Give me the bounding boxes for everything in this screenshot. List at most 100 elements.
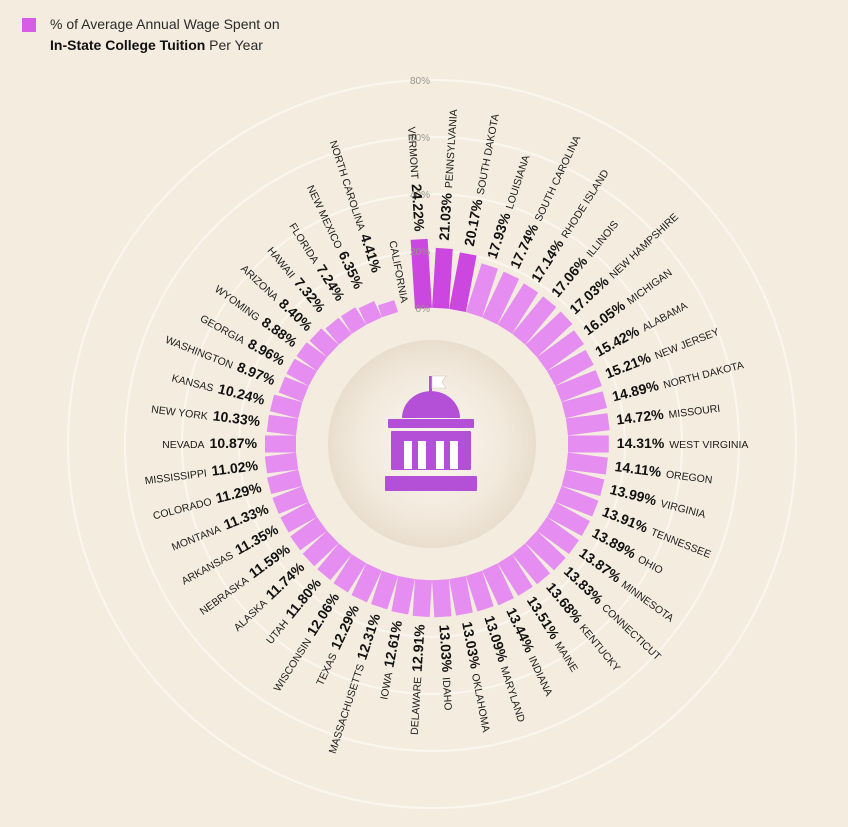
label-text-california: CALIFORNIA: [386, 240, 410, 304]
state-label: MASSACHUSETTS: [327, 663, 367, 755]
label-text-west-virginia: 14.31% WEST VIRGINIA: [617, 435, 749, 451]
bar-new-york: [266, 414, 299, 436]
capitol-building-icon: [385, 375, 477, 491]
icon-column-gap-1: [404, 441, 412, 469]
icon-dome: [402, 391, 460, 418]
bar-massachusetts: [371, 570, 399, 610]
state-label: MAINE: [552, 640, 580, 675]
state-label: MARYLAND: [498, 665, 528, 724]
label-pennsylvania: 21.03% PENNSYLVANIA: [436, 109, 460, 241]
state-label: OKLAHOMA: [469, 673, 492, 734]
tick-label-0: 0%: [416, 304, 431, 315]
value-label: 14.72%: [615, 406, 665, 428]
value-label: 20.17%: [461, 197, 486, 247]
legend: % of Average Annual Wage Spent on In-Sta…: [22, 14, 280, 56]
value-label: 14.11%: [614, 458, 663, 480]
state-label: MICHIGAN: [625, 267, 675, 308]
icon-base: [391, 431, 471, 470]
legend-text: % of Average Annual Wage Spent on In-Sta…: [50, 14, 280, 56]
label-nevada: NEVADA 10.87%: [162, 435, 257, 451]
label-text-pennsylvania: 21.03% PENNSYLVANIA: [436, 109, 460, 241]
label-text-delaware: DELAWARE 12.91%: [405, 623, 428, 735]
legend-swatch: [22, 18, 36, 32]
state-label: SOUTH DAKOTA: [475, 113, 502, 196]
bar-vermont: [410, 238, 432, 309]
state-label: MISSISSIPPI: [144, 468, 207, 488]
bar-wyoming: [296, 342, 327, 371]
state-label: DELAWARE: [409, 677, 425, 736]
bar-texas: [351, 563, 382, 603]
label-idaho: 13.03% IDAHO: [436, 624, 457, 711]
label-text-massachusetts: MASSACHUSETTS12.31%: [323, 611, 383, 755]
bar-washington: [278, 376, 309, 402]
state-label: WASHINGTON: [163, 334, 234, 372]
value-label: 10.24%: [217, 380, 268, 407]
bar-west-virginia: [568, 435, 609, 453]
label-text-missouri: 14.72% MISSOURI: [615, 399, 721, 428]
bar-idaho: [432, 579, 452, 618]
grid-ring-20: [237, 249, 627, 639]
bar-new-jersey: [555, 370, 602, 402]
label-oregon: 14.11% OREGON: [614, 458, 713, 486]
bar-colorado: [266, 469, 303, 495]
value-label: 12.61%: [381, 619, 406, 669]
label-text-idaho: 13.03% IDAHO: [436, 624, 457, 711]
label-text-vermont: VERMONT 24.22%: [405, 126, 428, 232]
state-label: NEVADA: [162, 439, 204, 451]
bar-connecticut: [525, 530, 566, 571]
grid-ring-80: [66, 78, 798, 810]
value-label: 12.91%: [409, 623, 428, 672]
legend-line-1: % of Average Annual Wage Spent on: [50, 16, 280, 32]
grid-ring-60: [123, 135, 741, 753]
legend-line-2: In-State College Tuition Per Year: [50, 35, 280, 56]
icon-step: [385, 476, 477, 491]
bar-delaware: [412, 579, 432, 617]
label-massachusetts: MASSACHUSETTS12.31%: [323, 611, 384, 755]
state-label: FLORIDA: [286, 221, 321, 266]
bar-nebraska: [290, 517, 327, 551]
state-label: TEXAS: [314, 651, 340, 687]
bar-north-dakota: [561, 391, 607, 419]
state-label: WEST VIRGINIA: [669, 439, 748, 451]
bar-michigan: [537, 330, 585, 371]
bar-montana: [272, 486, 309, 514]
state-label: NEBRASKA: [198, 574, 251, 617]
bar-new-hampshire: [525, 311, 573, 358]
icon-column-gap-3: [436, 441, 444, 469]
state-label: ARIZONA: [238, 263, 280, 304]
bar-florida: [340, 307, 367, 334]
state-label: IDAHO: [440, 677, 454, 711]
bar-missouri: [565, 413, 610, 436]
value-label: 13.03%: [436, 624, 455, 673]
state-label: VERMONT: [405, 126, 420, 180]
axis-ticks: 0% 20% 40% 60% 80%: [410, 76, 430, 315]
state-label: TENNESSEE: [649, 526, 713, 561]
icon-column-gap-2: [418, 441, 426, 469]
bar-maryland: [465, 570, 494, 612]
label-california: CALIFORNIA: [386, 240, 410, 304]
state-label: NEW JERSEY: [653, 326, 721, 362]
bar-south-carolina: [482, 271, 520, 325]
label-text-nevada: NEVADA 10.87%: [162, 435, 257, 451]
state-label: CALIFORNIA: [386, 240, 410, 304]
label-text-iowa: IOWA 12.61%: [374, 619, 405, 701]
icon-roof: [388, 419, 474, 428]
bar-hawaii: [325, 317, 352, 345]
bar-arizona: [309, 328, 339, 358]
bar-oklahoma: [449, 575, 473, 616]
value-label: 11.29%: [214, 479, 264, 506]
value-label: 21.03%: [436, 192, 455, 241]
tick-label-60: 60%: [410, 133, 430, 144]
grid-rings: [66, 78, 798, 810]
state-label: GEORGIA: [198, 313, 247, 347]
label-delaware: DELAWARE 12.91%: [405, 623, 428, 735]
bar-indiana: [482, 563, 514, 606]
bar-arkansas: [280, 502, 317, 533]
bar-maine: [497, 554, 533, 596]
bar-minnesota: [537, 517, 580, 555]
state-label: NORTH CAROLINA: [327, 139, 367, 232]
icon-column-gap-4: [450, 441, 458, 469]
value-label: 10.87%: [210, 435, 258, 451]
state-label: LOUISIANA: [504, 154, 533, 211]
legend-line-2-rest: Per Year: [205, 37, 263, 53]
